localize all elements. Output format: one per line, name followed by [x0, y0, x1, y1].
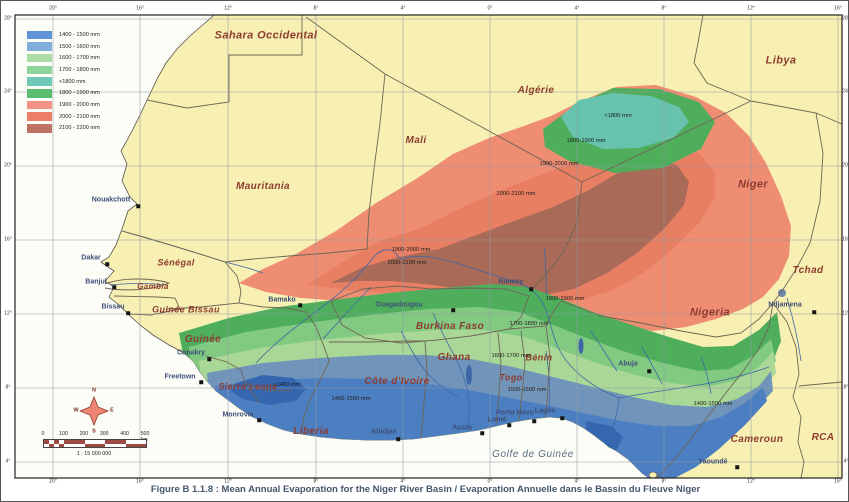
legend-label-7: 2000 - 2100 mm: [59, 113, 100, 120]
compass-rose-icon: [78, 395, 110, 427]
legend-swatch-7: [27, 112, 52, 121]
lake-volta: [466, 365, 472, 385]
scale-cell: [64, 443, 85, 447]
legend-item-1700-1800-mm: 1700 - 1800 mm: [27, 64, 100, 76]
legend-item-1800-1900-mm: 1800 - 1900 mm: [27, 87, 100, 99]
scale-ratio: 1 : 15 000 000: [76, 451, 112, 457]
scale-row-0: [44, 440, 146, 444]
legend: 1400 - 1500 mm 1500 - 1600 mm 1600 - 1700 …: [27, 29, 100, 134]
legend-item-1400-1500-mm: 1400 - 1500 mm: [27, 29, 100, 41]
legend-swatch-8: [27, 124, 52, 133]
legend-swatch-2: [27, 53, 52, 63]
lake-kainji: [578, 338, 584, 354]
lake-chad: [778, 289, 786, 297]
scale-cell: [125, 440, 146, 444]
legend-item-1600-1700-mm: 1600 - 1700 mm: [27, 52, 100, 64]
scale-cell: [44, 440, 50, 444]
scale-cell: [44, 443, 50, 447]
scale-cell: [84, 443, 106, 447]
legend-swatch-5: [27, 89, 52, 98]
legend-swatch-4: [27, 77, 52, 86]
scale-tick-0: 0: [41, 431, 45, 437]
scale-tick-4: 400: [120, 431, 129, 437]
zone-lt-1400-blob-sierra-leone: [231, 375, 306, 405]
legend-swatch-3: [27, 65, 52, 75]
graticule: [15, 15, 842, 478]
legend-item-1500-1600-mm: 1500 - 1600 mm: [27, 41, 100, 53]
legend-label-5: 1800 - 1900 mm: [59, 90, 100, 97]
legend-item-2100-2200-mm: 2100 - 2200 mm: [27, 123, 100, 135]
scale-cell: [59, 443, 65, 447]
scale-tick-1: 100: [59, 431, 68, 437]
country-borders: [104, 15, 842, 478]
map-frame: [14, 14, 843, 479]
scale-row-1: [44, 443, 146, 447]
legend-label-6: 1900 - 2000 mm: [59, 101, 100, 108]
legend-label-4: <1800 mm: [59, 78, 86, 85]
scale-cell: [125, 443, 146, 447]
legend-label-2: 1600 - 1700 mm: [59, 55, 100, 62]
legend-label-0: 1400 - 1500 mm: [59, 31, 100, 38]
scale-cell: [54, 440, 60, 444]
scale-cell: [84, 440, 106, 444]
legend-label-8: 2100 - 2200 mm: [59, 125, 100, 132]
scale-cell: [64, 440, 85, 444]
legend-label-1: 1500 - 1600 mm: [59, 43, 100, 50]
legend-swatch-0: [27, 30, 52, 40]
scale-cell: [49, 440, 55, 444]
island-bioko: [648, 471, 658, 478]
legend-swatch-1: [27, 42, 52, 51]
legend-label-3: 1700 - 1800 mm: [59, 66, 100, 73]
scale-bar-strip: [43, 439, 147, 448]
figure-caption: Figure B 1.1.8 : Mean Annual Evaporation…: [150, 484, 701, 495]
scale-cell: [59, 440, 65, 444]
zone-2100-2200-region: [331, 159, 689, 296]
legend-item-2000-2100-mm: 2000 - 2100 mm: [27, 111, 100, 123]
scale-cell: [54, 443, 60, 447]
zone-lt-1800-core: [561, 93, 689, 149]
scale-tick-3: 300: [99, 431, 109, 437]
legend-item-1900-2000-mm: 1900 - 2000 mm: [27, 99, 100, 111]
legend-item-1800-mm: <1800 mm: [27, 76, 100, 88]
legend-swatch-6: [27, 100, 52, 110]
scale-tick-2: 200: [79, 431, 89, 437]
scale-cell: [49, 443, 55, 447]
scale-cell: [105, 440, 126, 444]
scale-cell: [105, 443, 126, 447]
